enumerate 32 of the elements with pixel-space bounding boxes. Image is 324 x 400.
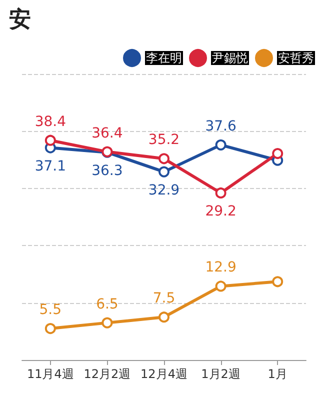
x-tick-label: 12月4週 (140, 367, 188, 381)
data-label: 29.2 (205, 203, 236, 220)
point (215, 280, 226, 292)
point (102, 317, 113, 328)
data-label: 36.3 (92, 162, 123, 179)
x-tick-label: 12月2週 (84, 367, 131, 381)
point (272, 276, 284, 288)
point (215, 187, 226, 198)
x-tick-label: 1月 (268, 367, 288, 381)
data-label: 32.9 (148, 182, 180, 198)
legend-label: 安哲秀 (278, 51, 314, 65)
data-label: 36.4 (92, 125, 123, 142)
legend-label: 李在明 (146, 51, 182, 65)
data-label: 35.2 (148, 132, 180, 148)
point (44, 134, 56, 146)
data-label: 37.6 (205, 118, 236, 134)
data-label: 37.1 (34, 158, 66, 174)
x-tick-label: 1月2週 (201, 367, 240, 381)
point (158, 166, 170, 178)
point (215, 139, 226, 150)
data-label: 12.9 (205, 260, 236, 276)
point (272, 148, 284, 160)
point (44, 323, 56, 334)
data-label: 6.5 (96, 296, 118, 312)
point (158, 153, 170, 164)
legend-label: 尹錫悦 (212, 51, 248, 65)
x-tick-label: 11月4週 (26, 367, 74, 381)
chart-title: 安 (9, 6, 31, 32)
data-label: 5.5 (39, 302, 62, 318)
point (158, 312, 170, 323)
data-label: 38.4 (34, 114, 66, 130)
data-label: 7.5 (152, 290, 176, 307)
